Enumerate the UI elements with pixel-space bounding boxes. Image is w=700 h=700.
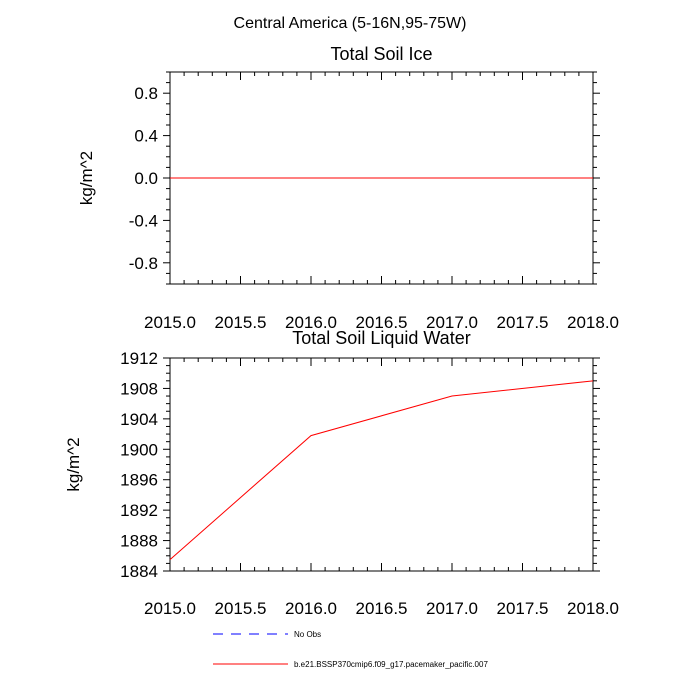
y-tick-label: 1904 <box>120 410 158 429</box>
figure-title: Central America (5-16N,95-75W) <box>234 15 467 32</box>
x-tick-label: 2016.0 <box>285 599 337 618</box>
x-tick-label: 2017.0 <box>426 599 478 618</box>
y-tick-label: -0.4 <box>129 211 158 230</box>
y-axis-label: kg/m^2 <box>77 151 96 205</box>
x-tick-label: 2018.0 <box>567 313 619 332</box>
y-tick-label: 1884 <box>120 562 158 581</box>
y-tick-label: -0.8 <box>129 254 158 273</box>
y-tick-label: 1896 <box>120 471 158 490</box>
x-tick-label: 2015.0 <box>144 599 196 618</box>
legend: No Obs b.e21.BSSP370cmip6.f09_g17.pacema… <box>213 630 488 669</box>
x-tick-label: 2017.5 <box>497 599 549 618</box>
y-tick-label: 1892 <box>120 501 158 520</box>
y-tick-label: 0.8 <box>134 84 158 103</box>
y-tick-label: 1888 <box>120 532 158 551</box>
x-tick-label: 2017.0 <box>426 313 478 332</box>
x-tick-label: 2018.0 <box>567 599 619 618</box>
legend-label-no-obs: No Obs <box>294 630 321 639</box>
x-tick-label: 2017.5 <box>497 313 549 332</box>
plot-frame <box>169 357 594 572</box>
x-tick-label: 2016.5 <box>356 599 408 618</box>
x-tick-label: 2015.0 <box>144 313 196 332</box>
x-tick-label: 2015.5 <box>215 313 267 332</box>
y-tick-label: 0.0 <box>134 169 158 188</box>
y-axis-label: kg/m^2 <box>64 437 83 491</box>
x-tick-label: 2015.5 <box>215 599 267 618</box>
y-tick-label: 1908 <box>120 379 158 398</box>
x-tick-label: 2016.0 <box>285 313 337 332</box>
series-line <box>169 380 594 560</box>
panel-title: Total Soil Liquid Water <box>292 328 470 348</box>
y-tick-label: 1912 <box>120 349 158 368</box>
panel-total-soil-liquid-water: Total Soil Liquid Water kg/m^2 2015.0 2015.… <box>64 328 619 618</box>
y-tick-label: 1900 <box>120 440 158 459</box>
legend-label-model: b.e21.BSSP370cmip6.f09_g17.pacemaker_pac… <box>294 660 488 669</box>
x-tick-label: 2016.5 <box>356 313 408 332</box>
y-tick-label: 0.4 <box>134 127 158 146</box>
panel-title: Total Soil Ice <box>330 44 432 64</box>
panel-total-soil-ice: Total Soil Ice kg/m^2 2015.0 2015.5 2016.0 20… <box>77 44 619 332</box>
